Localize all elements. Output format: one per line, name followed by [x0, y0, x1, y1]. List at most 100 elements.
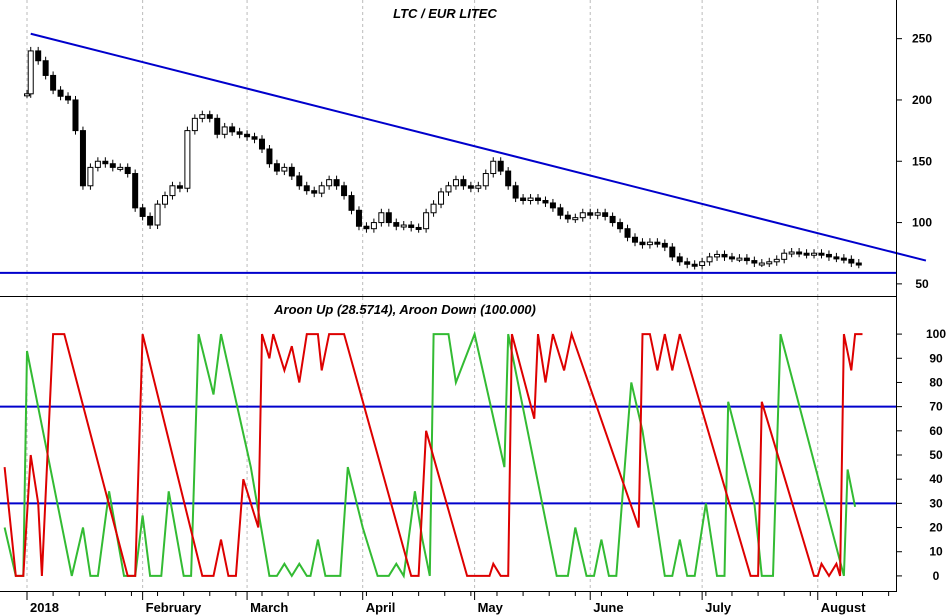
candle-body: [788, 251, 795, 255]
aroon-y-tick-label: 10: [929, 545, 943, 559]
candle-body: [169, 185, 176, 197]
aroon-y-tick-label: 60: [929, 424, 943, 438]
candle-body: [497, 160, 504, 172]
price-title: LTC / EUR LITEC: [393, 6, 497, 21]
candle-body: [124, 166, 131, 175]
candle-body: [587, 212, 594, 216]
candle-body: [65, 95, 72, 101]
candle-body: [676, 256, 683, 263]
candle-body: [363, 225, 370, 230]
aroon-y-tick-label: 20: [929, 521, 943, 535]
candle-body: [706, 256, 713, 263]
candle-body: [825, 253, 832, 258]
candle-body: [132, 173, 139, 209]
candle-body: [318, 185, 325, 194]
candle-body: [94, 160, 101, 168]
candle-body: [542, 199, 549, 204]
candle-body: [199, 114, 206, 119]
candle-body: [848, 258, 855, 264]
candle-body: [572, 217, 579, 221]
aroon-up-line: [3, 330, 857, 579]
candle-body: [557, 207, 564, 216]
candle-body: [266, 148, 273, 165]
candle-body: [728, 256, 735, 260]
candle-body: [109, 163, 116, 168]
aroon-y-tick-label: 90: [929, 351, 943, 365]
candle-body: [288, 166, 295, 177]
candle-body: [475, 185, 482, 189]
candle-body: [236, 131, 243, 135]
candle-body: [505, 170, 512, 187]
candle-body: [758, 262, 765, 266]
candle-body: [244, 133, 251, 138]
candle-body: [251, 136, 258, 140]
candle-body: [24, 93, 30, 97]
candle-body: [520, 197, 527, 201]
candle-body: [214, 117, 221, 135]
price-candles: [24, 46, 862, 270]
price-y-tick-label: 150: [912, 154, 932, 168]
candle-body: [400, 224, 407, 228]
candle-body: [564, 214, 571, 220]
x-tick-label: April: [366, 600, 396, 615]
candle-body: [303, 185, 310, 192]
candle-body: [326, 179, 333, 187]
candle-body: [333, 179, 340, 187]
price-y-tick-label: 100: [912, 216, 932, 230]
candle-body: [102, 160, 109, 165]
candle-body: [72, 99, 79, 132]
candle-body: [624, 228, 631, 238]
price-pane: 50 100 150 200 250 LTC / EUR LITEC: [0, 0, 932, 296]
candle-body: [743, 257, 750, 262]
price-y-tick-label: 250: [912, 32, 932, 46]
candle-body: [355, 209, 362, 227]
price-y-tick-label: 200: [912, 93, 932, 107]
candle-body: [766, 261, 773, 265]
candle-body: [639, 241, 646, 246]
candle-body: [467, 185, 474, 189]
candle-body: [594, 212, 601, 216]
candle-body: [258, 138, 265, 150]
candle-body: [408, 224, 415, 228]
x-axis: 2018 February March April May June July August: [26, 592, 890, 615]
candle-body: [378, 212, 385, 224]
candle-body: [579, 212, 586, 219]
x-tick-label: March: [250, 600, 288, 615]
resistance-trendline: [30, 32, 927, 262]
price-y-axis: 50 100 150 200 250: [896, 32, 932, 291]
candle-body: [691, 263, 698, 267]
candle-body: [147, 215, 154, 226]
candle-body: [452, 179, 459, 187]
candle-body: [348, 195, 355, 211]
candle-body: [154, 203, 161, 226]
x-tick-label: February: [146, 600, 202, 615]
aroon-title: Aroon Up (28.5714), Aroon Down (100.000): [273, 302, 536, 317]
candle-body: [184, 130, 191, 189]
aroon-y-tick-label: 80: [929, 375, 943, 389]
candle-body: [370, 222, 377, 230]
candle-body: [736, 257, 743, 261]
candle-body: [35, 50, 42, 62]
candle-body: [661, 242, 668, 248]
candle-body: [855, 262, 862, 266]
candle-body: [796, 251, 803, 255]
candle-body: [669, 246, 676, 258]
candle-body: [482, 173, 489, 187]
candle-body: [50, 74, 57, 91]
candle-body: [296, 175, 303, 187]
candle-body: [281, 166, 288, 172]
candle-body: [781, 252, 788, 260]
aroon-y-tick-label: 100: [926, 327, 946, 341]
candle-body: [609, 215, 616, 224]
candle-body: [535, 197, 542, 201]
candle-body: [602, 212, 609, 217]
candle-body: [139, 207, 146, 217]
candle-body: [385, 212, 392, 224]
price-overlay-lines: [0, 32, 927, 274]
candle-body: [117, 166, 124, 170]
candle-body: [206, 114, 213, 119]
candle-body: [221, 126, 228, 135]
candle-body: [415, 226, 422, 230]
candle-body: [714, 253, 721, 258]
